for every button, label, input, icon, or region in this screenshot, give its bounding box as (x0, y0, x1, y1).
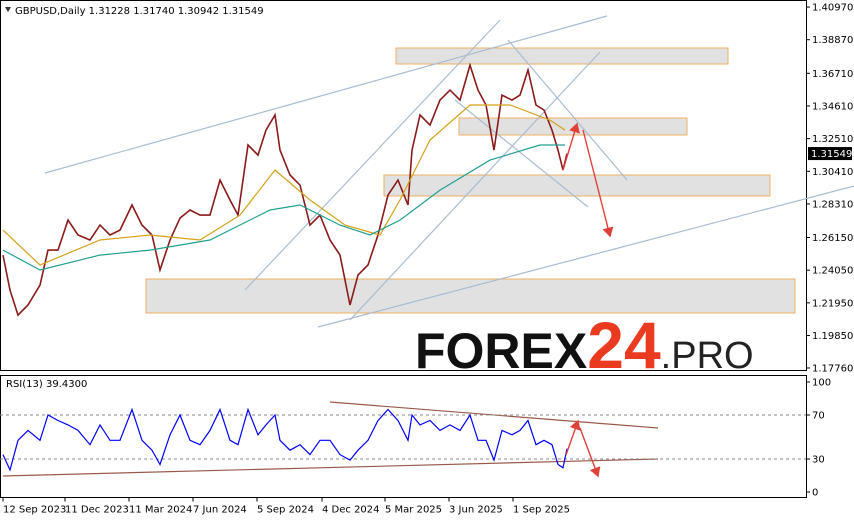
x-tick-label: 11 Dec 2023 (65, 505, 129, 516)
series-line (2, 144, 565, 271)
watermark: FOREX24.PRO (415, 308, 754, 382)
watermark-suffix: .PRO (661, 335, 754, 377)
arrow (579, 427, 601, 478)
zone (458, 117, 688, 136)
watermark-main: FOREX (415, 323, 587, 379)
x-tick-label: 5 Mar 2025 (385, 505, 442, 516)
y-tick-label: 1.38870 (812, 35, 853, 46)
watermark-number: 24 (587, 308, 661, 382)
arrow (565, 419, 581, 456)
y-tick-label: 1.19850 (812, 331, 853, 342)
y-tick-label: 1.40970 (812, 3, 853, 14)
symbol-icon (5, 7, 11, 12)
y-tick-label: 1.34610 (812, 101, 853, 112)
arrows (562, 122, 614, 478)
trend-line (317, 185, 854, 328)
x-tick-label: 5 Sep 2024 (257, 505, 314, 516)
y-tick-label: 0 (812, 488, 818, 499)
y-tick-label: 1.21950 (812, 298, 853, 309)
trend-line (507, 39, 628, 181)
y-tick-label: 100 (812, 378, 831, 389)
y-tick-label: 1.24050 (812, 266, 853, 277)
y-tick-label: 70 (812, 411, 825, 422)
plot: 1.40970 1.38870 1.36710 1.34610 1.32510 1.304… (0, 3, 853, 516)
y-tick-label: 1.36710 (812, 69, 853, 80)
x-tick-label: 4 Dec 2024 (322, 505, 380, 516)
y-tick-label: 30 (812, 455, 825, 466)
arrow (582, 129, 614, 238)
y-tick-label: 1.32510 (812, 134, 853, 145)
x-tick-label: 3 Jun 2025 (449, 505, 503, 516)
rsi-title: RSI(13) 39.4300 (6, 379, 87, 390)
rsi-pane (0, 375, 807, 498)
trend-line (44, 15, 608, 174)
y-tick-label: 1.26150 (812, 233, 853, 244)
arrow (562, 122, 580, 171)
trend-line (454, 99, 589, 208)
x-tick-label: 12 Sep 2023 (3, 505, 66, 516)
last-price-tag (808, 147, 852, 161)
x-tick-label: 1 Sep 2025 (513, 505, 570, 516)
series-line (2, 62, 568, 317)
y-tick-label: 1.28310 (812, 199, 853, 210)
zone (383, 174, 771, 197)
trend-line (349, 51, 601, 321)
x-tick-label: 7 Jun 2024 (193, 505, 247, 516)
zones (145, 47, 796, 314)
series-line (2, 407, 568, 472)
y-tick-label: 1.30410 (812, 167, 853, 178)
trend-line (244, 19, 501, 291)
series-line (2, 104, 566, 266)
rsi-trend-line (2, 458, 659, 477)
y-tick-label: 1.17760 (812, 363, 853, 374)
trend-lines (2, 15, 854, 477)
zone (145, 278, 796, 314)
last-price-label: 1.31549 (811, 149, 852, 160)
chart-title: GBPUSD,Daily 1.31228 1.31740 1.30942 1.3… (15, 6, 264, 17)
x-tick-label: 11 Mar 2024 (129, 505, 192, 516)
